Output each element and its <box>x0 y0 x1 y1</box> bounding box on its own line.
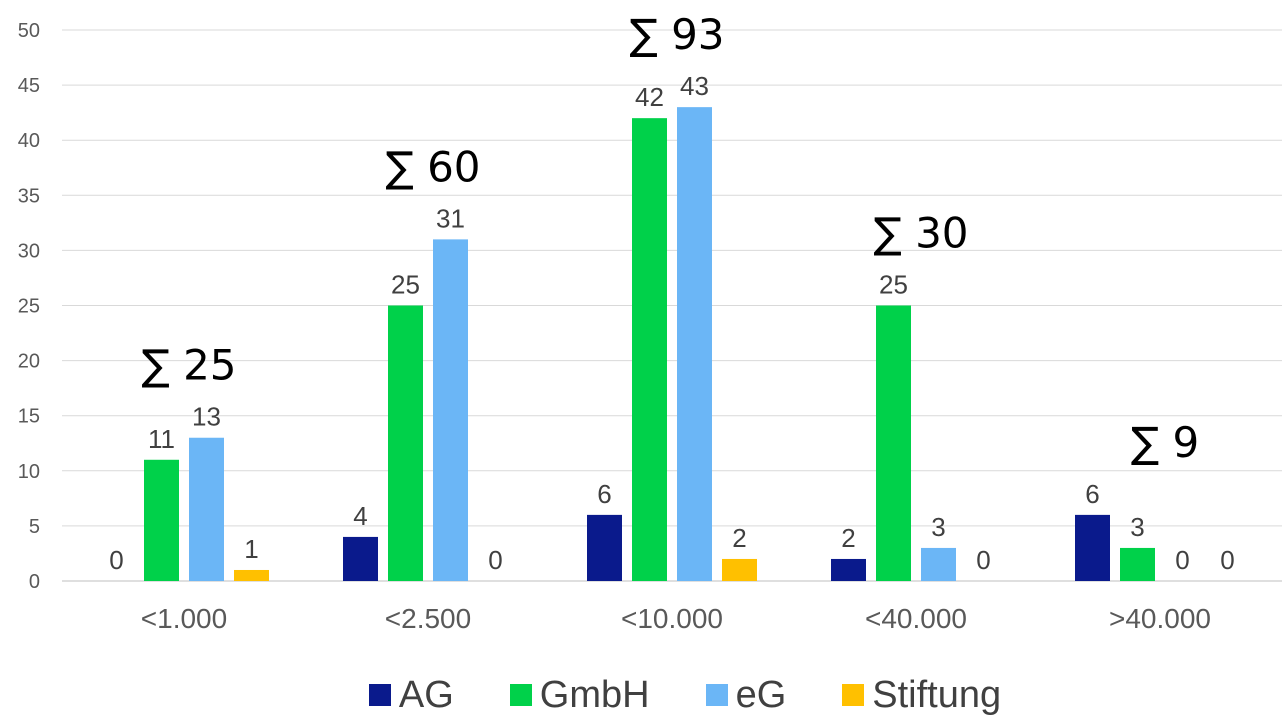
y-tick-label: 10 <box>18 461 40 483</box>
legend-swatch <box>705 684 728 706</box>
legend-label: Stiftung <box>872 673 1002 716</box>
data-label: 11 <box>148 424 175 454</box>
data-label: 0 <box>976 545 990 575</box>
bar-gmbh-4 <box>1120 547 1155 581</box>
x-axis-ticks: <1.000 <2.500 <10.000 <40.000 >40.000 <box>141 603 1211 634</box>
x-tick-label: <2.500 <box>385 603 471 634</box>
total-label: ∑ 9 <box>1131 418 1199 467</box>
bar-eg-1 <box>433 239 468 581</box>
legend-item-ag: AG <box>368 673 454 717</box>
y-tick-label: 0 <box>29 571 40 593</box>
bars <box>144 107 1155 581</box>
bar-ag-1 <box>343 536 378 581</box>
total-label: ∑ 30 <box>873 209 968 258</box>
data-label: 2 <box>732 523 746 553</box>
legend-item-eg: eG <box>705 673 787 717</box>
legend-label: AG <box>398 673 454 716</box>
data-label: 0 <box>1220 545 1234 575</box>
bar-gmbh-2 <box>632 118 667 581</box>
total-label: ∑ 93 <box>629 10 724 59</box>
legend-label: eG <box>735 673 787 716</box>
x-tick-label: >40.000 <box>1109 603 1211 634</box>
legend-item-stiftung: Stiftung <box>842 674 1001 717</box>
data-label: 25 <box>879 270 908 300</box>
data-label: 0 <box>1175 545 1189 575</box>
bar-eg-0 <box>189 437 224 581</box>
legend-swatch <box>842 684 865 706</box>
y-tick-label: 30 <box>18 240 40 262</box>
x-tick-label: <40.000 <box>865 603 967 634</box>
bar-gmbh-3 <box>876 305 911 581</box>
bar-ag-2 <box>587 514 622 581</box>
total-label: ∑ 25 <box>141 341 236 390</box>
bar-eg-3 <box>921 547 956 581</box>
y-tick-label: 25 <box>18 296 40 318</box>
bar-stiftung-2 <box>722 558 757 581</box>
data-label: 0 <box>488 545 502 575</box>
data-label: 3 <box>1130 512 1144 542</box>
y-tick-label: 45 <box>18 75 40 97</box>
data-label: 6 <box>597 479 611 509</box>
y-tick-label: 20 <box>18 351 40 373</box>
bar-stiftung-0 <box>234 569 269 581</box>
bar-ag-4 <box>1075 514 1110 581</box>
y-tick-label: 5 <box>29 516 40 538</box>
y-tick-label: 40 <box>18 130 40 152</box>
legend: AG GmbH eG Stiftung <box>0 672 1282 718</box>
data-label: 31 <box>436 203 465 233</box>
y-tick-label: 35 <box>18 185 40 207</box>
data-label: 6 <box>1085 479 1099 509</box>
data-label: 43 <box>680 71 709 101</box>
data-label: 3 <box>931 512 945 542</box>
legend-label: GmbH <box>539 673 650 716</box>
data-label: 13 <box>192 402 221 432</box>
legend-swatch <box>509 684 532 706</box>
legend-item-gmbh: GmbH <box>509 673 650 717</box>
y-tick-label: 50 <box>18 20 40 42</box>
data-label: 4 <box>353 501 367 531</box>
data-label: 1 <box>244 534 258 564</box>
bar-eg-2 <box>677 107 712 581</box>
y-tick-label: 15 <box>18 406 40 428</box>
total-label: ∑ 60 <box>385 142 480 191</box>
bar-gmbh-0 <box>144 459 179 581</box>
bar-value-labels: 0 11 13 1 4 25 31 0 6 42 43 2 2 25 3 0 6 3 0 0 <box>109 71 1234 575</box>
bar-ag-3 <box>831 558 866 581</box>
category-totals: ∑ 25 ∑ 60 ∑ 93 ∑ 30 ∑ 9 <box>141 10 1199 467</box>
data-label: 2 <box>841 523 855 553</box>
data-label: 25 <box>391 270 420 300</box>
x-tick-label: <1.000 <box>141 603 227 634</box>
bar-gmbh-1 <box>388 305 423 581</box>
legend-swatch <box>368 684 391 706</box>
y-axis-ticks: 0 5 10 15 20 25 30 35 40 45 50 <box>18 20 40 593</box>
data-label: 42 <box>635 82 664 112</box>
data-label: 0 <box>109 545 123 575</box>
x-tick-label: <10.000 <box>621 603 723 634</box>
gridlines <box>62 29 1282 582</box>
